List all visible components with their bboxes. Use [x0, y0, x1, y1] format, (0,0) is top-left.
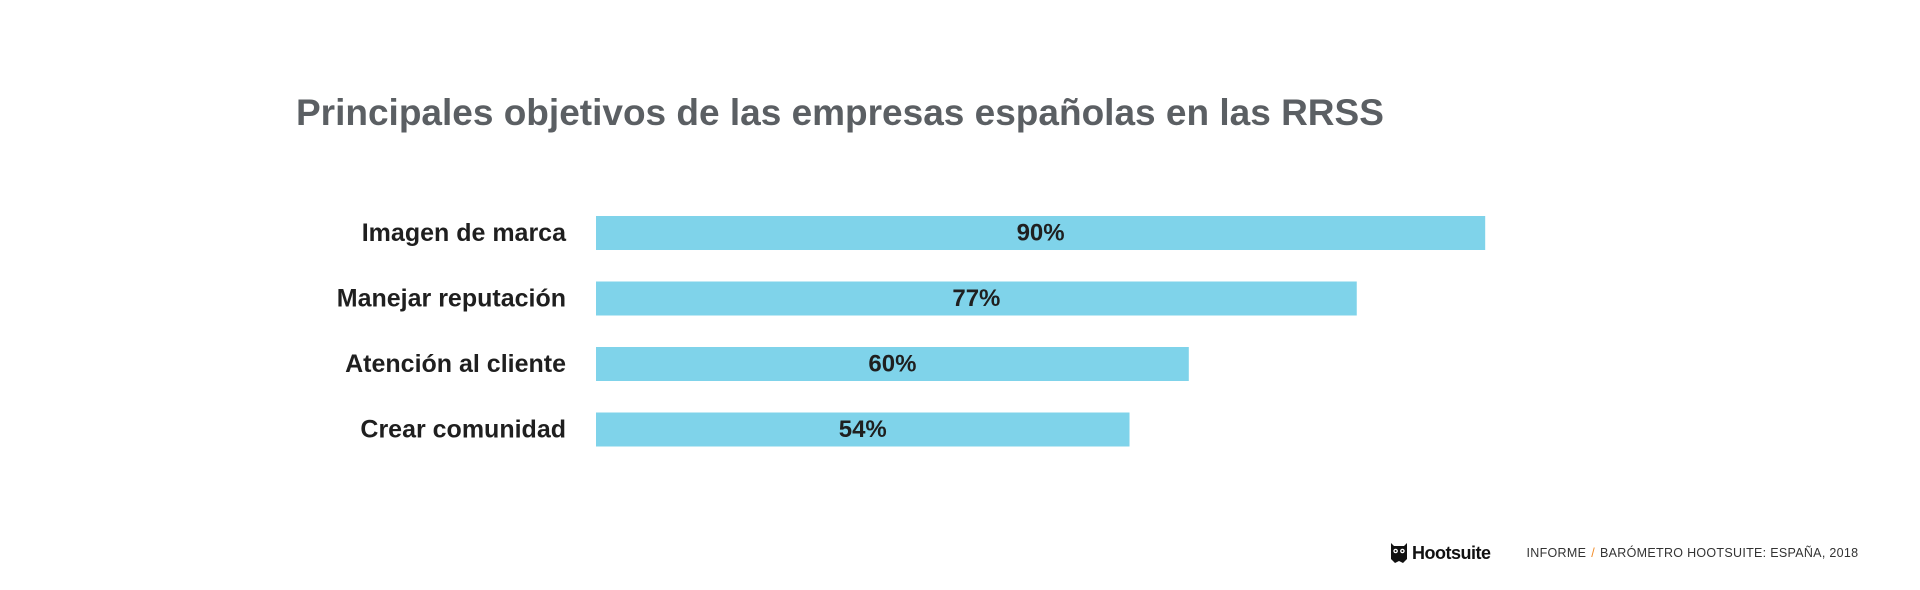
owl-icon [1391, 543, 1407, 563]
category-label-2: Manejar reputación [337, 285, 566, 313]
brand-name: Hootsuite [1412, 542, 1491, 563]
chart-title: Principales objetivos de las empresas es… [296, 92, 1384, 133]
bar-2 [596, 281, 1357, 316]
category-label-1: Imagen de marca [362, 219, 567, 247]
bar-1 [596, 216, 1486, 250]
footer: Hootsuite INFORME / BARÓMETRO HOOTSUITE: E… [1390, 538, 1858, 568]
bar-4 [596, 412, 1130, 447]
value-label-4: 54% [839, 416, 887, 443]
value-label-3: 60% [868, 351, 916, 378]
value-label-2: 77% [952, 285, 1000, 312]
report-caption: INFORME / BARÓMETRO HOOTSUITE: ESPAÑA, 201… [1527, 546, 1859, 560]
category-label-4: Crear comunidad [360, 416, 566, 444]
category-label-3: Atención al cliente [345, 350, 566, 378]
bar-3 [596, 347, 1189, 381]
brand-logo: Hootsuite [1390, 541, 1491, 565]
value-label-1: 90% [1017, 220, 1065, 247]
report-prefix: INFORME [1526, 546, 1587, 560]
report-separator: / [1591, 546, 1596, 560]
report-name: BARÓMETRO HOOTSUITE: ESPAÑA, 2018 [1600, 546, 1859, 560]
